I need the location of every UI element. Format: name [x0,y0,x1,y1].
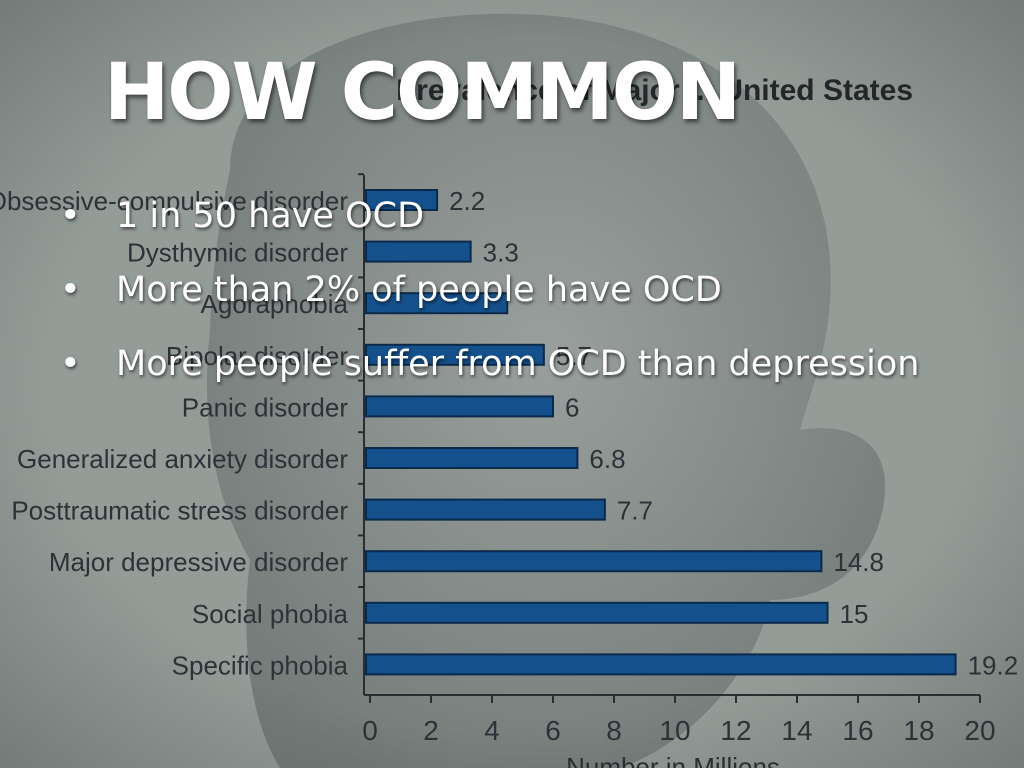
x-tick-label: 10 [659,715,690,746]
value-label: 14.8 [833,547,884,577]
bar [365,395,554,418]
bullet-icon: • [60,344,81,384]
category-label: Bipolar disorder [166,341,348,371]
bar [365,292,509,315]
category-label: Obsessive-compulsive disorder [0,186,348,216]
x-axis-label: Number in Millions [566,752,780,768]
x-tick-label: 14 [781,715,812,746]
category-label: Posttraumatic stress disorder [11,496,348,526]
x-tick-label: 18 [903,715,934,746]
value-label: 6 [565,392,579,422]
bullet-item: • More than 2% of people have OCD [58,270,919,310]
bullet-item: • More people suffer from OCD than depre… [58,344,919,384]
bullet-text: More people suffer from OCD than depress… [116,344,920,384]
bullet-icon: • [60,270,81,310]
value-label: 3.3 [483,238,519,268]
slide-title: HOW COMMON [104,48,741,138]
category-label: Panic disorder [182,392,349,422]
x-tick-label: 8 [606,715,622,746]
bar [365,447,579,469]
bullet-icon: • [60,196,81,236]
category-label: Agoraphobia [201,289,349,319]
bullet-text: More than 2% of people have OCD [116,270,722,310]
value-label: 7.7 [617,496,653,526]
x-tick-label: 16 [842,715,873,746]
value-label: 6.8 [589,444,625,474]
bullet-item: • 1 in 50 have OCD [58,196,919,236]
bar [365,601,829,624]
value-label: 2.2 [449,186,485,216]
x-tick-label: 6 [545,715,561,746]
value-label: 5.7 [556,341,592,371]
bar [365,189,439,211]
value-label: 19.2 [968,650,1019,680]
bar [365,498,606,521]
x-tick-label: 12 [720,715,751,746]
x-tick-label: 2 [423,715,439,746]
category-label: Social phobia [192,599,349,629]
chart-title: Prevalence of Major ... United States [396,74,913,107]
bullet-text: 1 in 50 have OCD [116,196,425,236]
bar [365,240,472,263]
category-label: Generalized anxiety disorder [17,444,348,474]
category-label: Major depressive disorder [49,547,348,577]
bar [365,653,957,676]
bar [365,343,545,366]
value-label: 15 [840,599,869,629]
bullet-list: • 1 in 50 have OCD • More than 2% of peo… [58,196,919,384]
x-tick-label: 4 [484,715,500,746]
category-label: Dysthymic disorder [127,238,348,268]
x-tick-label: 20 [964,715,995,746]
bar [365,550,823,573]
category-label: Specific phobia [172,650,349,680]
x-tick-label: 0 [362,715,378,746]
